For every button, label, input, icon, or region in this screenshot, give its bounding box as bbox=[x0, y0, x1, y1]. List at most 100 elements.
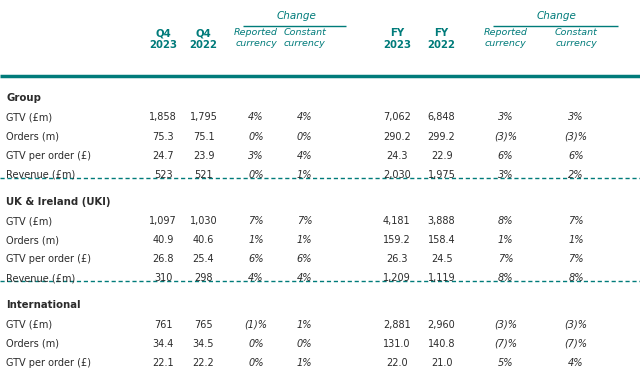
Text: 0%: 0% bbox=[297, 339, 312, 349]
Text: 7%: 7% bbox=[248, 216, 264, 226]
Text: 24.7: 24.7 bbox=[152, 151, 174, 160]
Text: 75.1: 75.1 bbox=[193, 132, 214, 141]
Text: 4%: 4% bbox=[297, 151, 312, 160]
Text: 4%: 4% bbox=[568, 358, 584, 368]
Text: 3,888: 3,888 bbox=[428, 216, 456, 226]
Text: 3%: 3% bbox=[568, 112, 584, 122]
Text: 0%: 0% bbox=[248, 170, 264, 180]
Text: (7)%: (7)% bbox=[564, 339, 588, 349]
Text: Constant
currency: Constant currency bbox=[284, 28, 326, 48]
Text: (3)%: (3)% bbox=[494, 320, 517, 330]
Text: 75.3: 75.3 bbox=[152, 132, 174, 141]
Text: GTV (£m): GTV (£m) bbox=[6, 216, 52, 226]
Text: 1,119: 1,119 bbox=[428, 273, 456, 284]
Text: 7%: 7% bbox=[568, 254, 584, 264]
Text: 22.9: 22.9 bbox=[431, 151, 452, 160]
Text: 1,795: 1,795 bbox=[189, 112, 218, 122]
Text: GTV (£m): GTV (£m) bbox=[6, 320, 52, 330]
Text: 3%: 3% bbox=[248, 151, 264, 160]
Text: 23.9: 23.9 bbox=[193, 151, 214, 160]
Text: 2%: 2% bbox=[568, 170, 584, 180]
Text: 2,960: 2,960 bbox=[428, 320, 456, 330]
Text: 26.8: 26.8 bbox=[152, 254, 174, 264]
Text: 1,858: 1,858 bbox=[149, 112, 177, 122]
Text: 6,848: 6,848 bbox=[428, 112, 456, 122]
Text: 1%: 1% bbox=[568, 235, 584, 245]
Text: 22.0: 22.0 bbox=[386, 358, 408, 368]
Text: 299.2: 299.2 bbox=[428, 132, 456, 141]
Text: Group: Group bbox=[6, 93, 41, 103]
Text: 1%: 1% bbox=[297, 235, 312, 245]
Text: Revenue (£m): Revenue (£m) bbox=[6, 170, 76, 180]
Text: 1,975: 1,975 bbox=[428, 170, 456, 180]
Text: 8%: 8% bbox=[498, 273, 513, 284]
Text: 3%: 3% bbox=[498, 170, 513, 180]
Text: 298: 298 bbox=[195, 273, 212, 284]
Text: Reported
currency: Reported currency bbox=[484, 28, 527, 48]
Text: 1%: 1% bbox=[498, 235, 513, 245]
Text: (1)%: (1)% bbox=[244, 320, 268, 330]
Text: Orders (m): Orders (m) bbox=[6, 339, 60, 349]
Text: 5%: 5% bbox=[498, 358, 513, 368]
Text: 761: 761 bbox=[154, 320, 172, 330]
Text: 1%: 1% bbox=[297, 358, 312, 368]
Text: 1%: 1% bbox=[297, 320, 312, 330]
Text: 7,062: 7,062 bbox=[383, 112, 411, 122]
Text: 158.4: 158.4 bbox=[428, 235, 456, 245]
Text: 4%: 4% bbox=[297, 273, 312, 284]
Text: (3)%: (3)% bbox=[564, 132, 588, 141]
Text: 7%: 7% bbox=[498, 254, 513, 264]
Text: Change: Change bbox=[537, 11, 577, 21]
Text: 4%: 4% bbox=[248, 112, 264, 122]
Text: 4%: 4% bbox=[248, 273, 264, 284]
Text: 0%: 0% bbox=[248, 358, 264, 368]
Text: FY
2022: FY 2022 bbox=[428, 28, 456, 50]
Text: 34.5: 34.5 bbox=[193, 339, 214, 349]
Text: 0%: 0% bbox=[248, 132, 264, 141]
Text: Change: Change bbox=[276, 11, 316, 21]
Text: FY
2023: FY 2023 bbox=[383, 28, 411, 50]
Text: (3)%: (3)% bbox=[564, 320, 588, 330]
Text: Q4
2022: Q4 2022 bbox=[189, 28, 218, 50]
Text: 24.5: 24.5 bbox=[431, 254, 452, 264]
Text: GTV per order (£): GTV per order (£) bbox=[6, 358, 92, 368]
Text: 7%: 7% bbox=[568, 216, 584, 226]
Text: Orders (m): Orders (m) bbox=[6, 132, 60, 141]
Text: 765: 765 bbox=[194, 320, 213, 330]
Text: International: International bbox=[6, 300, 81, 310]
Text: GTV per order (£): GTV per order (£) bbox=[6, 254, 92, 264]
Text: 310: 310 bbox=[154, 273, 172, 284]
Text: 34.4: 34.4 bbox=[152, 339, 174, 349]
Text: GTV (£m): GTV (£m) bbox=[6, 112, 52, 122]
Text: 131.0: 131.0 bbox=[383, 339, 410, 349]
Text: UK & Ireland (UKI): UK & Ireland (UKI) bbox=[6, 197, 111, 207]
Text: 0%: 0% bbox=[248, 339, 264, 349]
Text: 8%: 8% bbox=[498, 216, 513, 226]
Text: 0%: 0% bbox=[297, 132, 312, 141]
Text: 1,030: 1,030 bbox=[189, 216, 218, 226]
Text: 1,209: 1,209 bbox=[383, 273, 411, 284]
Text: 523: 523 bbox=[154, 170, 173, 180]
Text: 40.9: 40.9 bbox=[152, 235, 174, 245]
Text: 26.3: 26.3 bbox=[386, 254, 408, 264]
Text: 4,181: 4,181 bbox=[383, 216, 411, 226]
Text: 3%: 3% bbox=[498, 112, 513, 122]
Text: 7%: 7% bbox=[297, 216, 312, 226]
Text: 140.8: 140.8 bbox=[428, 339, 455, 349]
Text: 4%: 4% bbox=[297, 112, 312, 122]
Text: 22.1: 22.1 bbox=[152, 358, 174, 368]
Text: 2,030: 2,030 bbox=[383, 170, 411, 180]
Text: Constant
currency: Constant currency bbox=[555, 28, 597, 48]
Text: 21.0: 21.0 bbox=[431, 358, 452, 368]
Text: Reported
currency: Reported currency bbox=[234, 28, 278, 48]
Text: 40.6: 40.6 bbox=[193, 235, 214, 245]
Text: 159.2: 159.2 bbox=[383, 235, 411, 245]
Text: Q4
2023: Q4 2023 bbox=[149, 28, 177, 50]
Text: 521: 521 bbox=[194, 170, 213, 180]
Text: 1%: 1% bbox=[248, 235, 264, 245]
Text: 290.2: 290.2 bbox=[383, 132, 411, 141]
Text: 6%: 6% bbox=[248, 254, 264, 264]
Text: 8%: 8% bbox=[568, 273, 584, 284]
Text: Orders (m): Orders (m) bbox=[6, 235, 60, 245]
Text: GTV per order (£): GTV per order (£) bbox=[6, 151, 92, 160]
